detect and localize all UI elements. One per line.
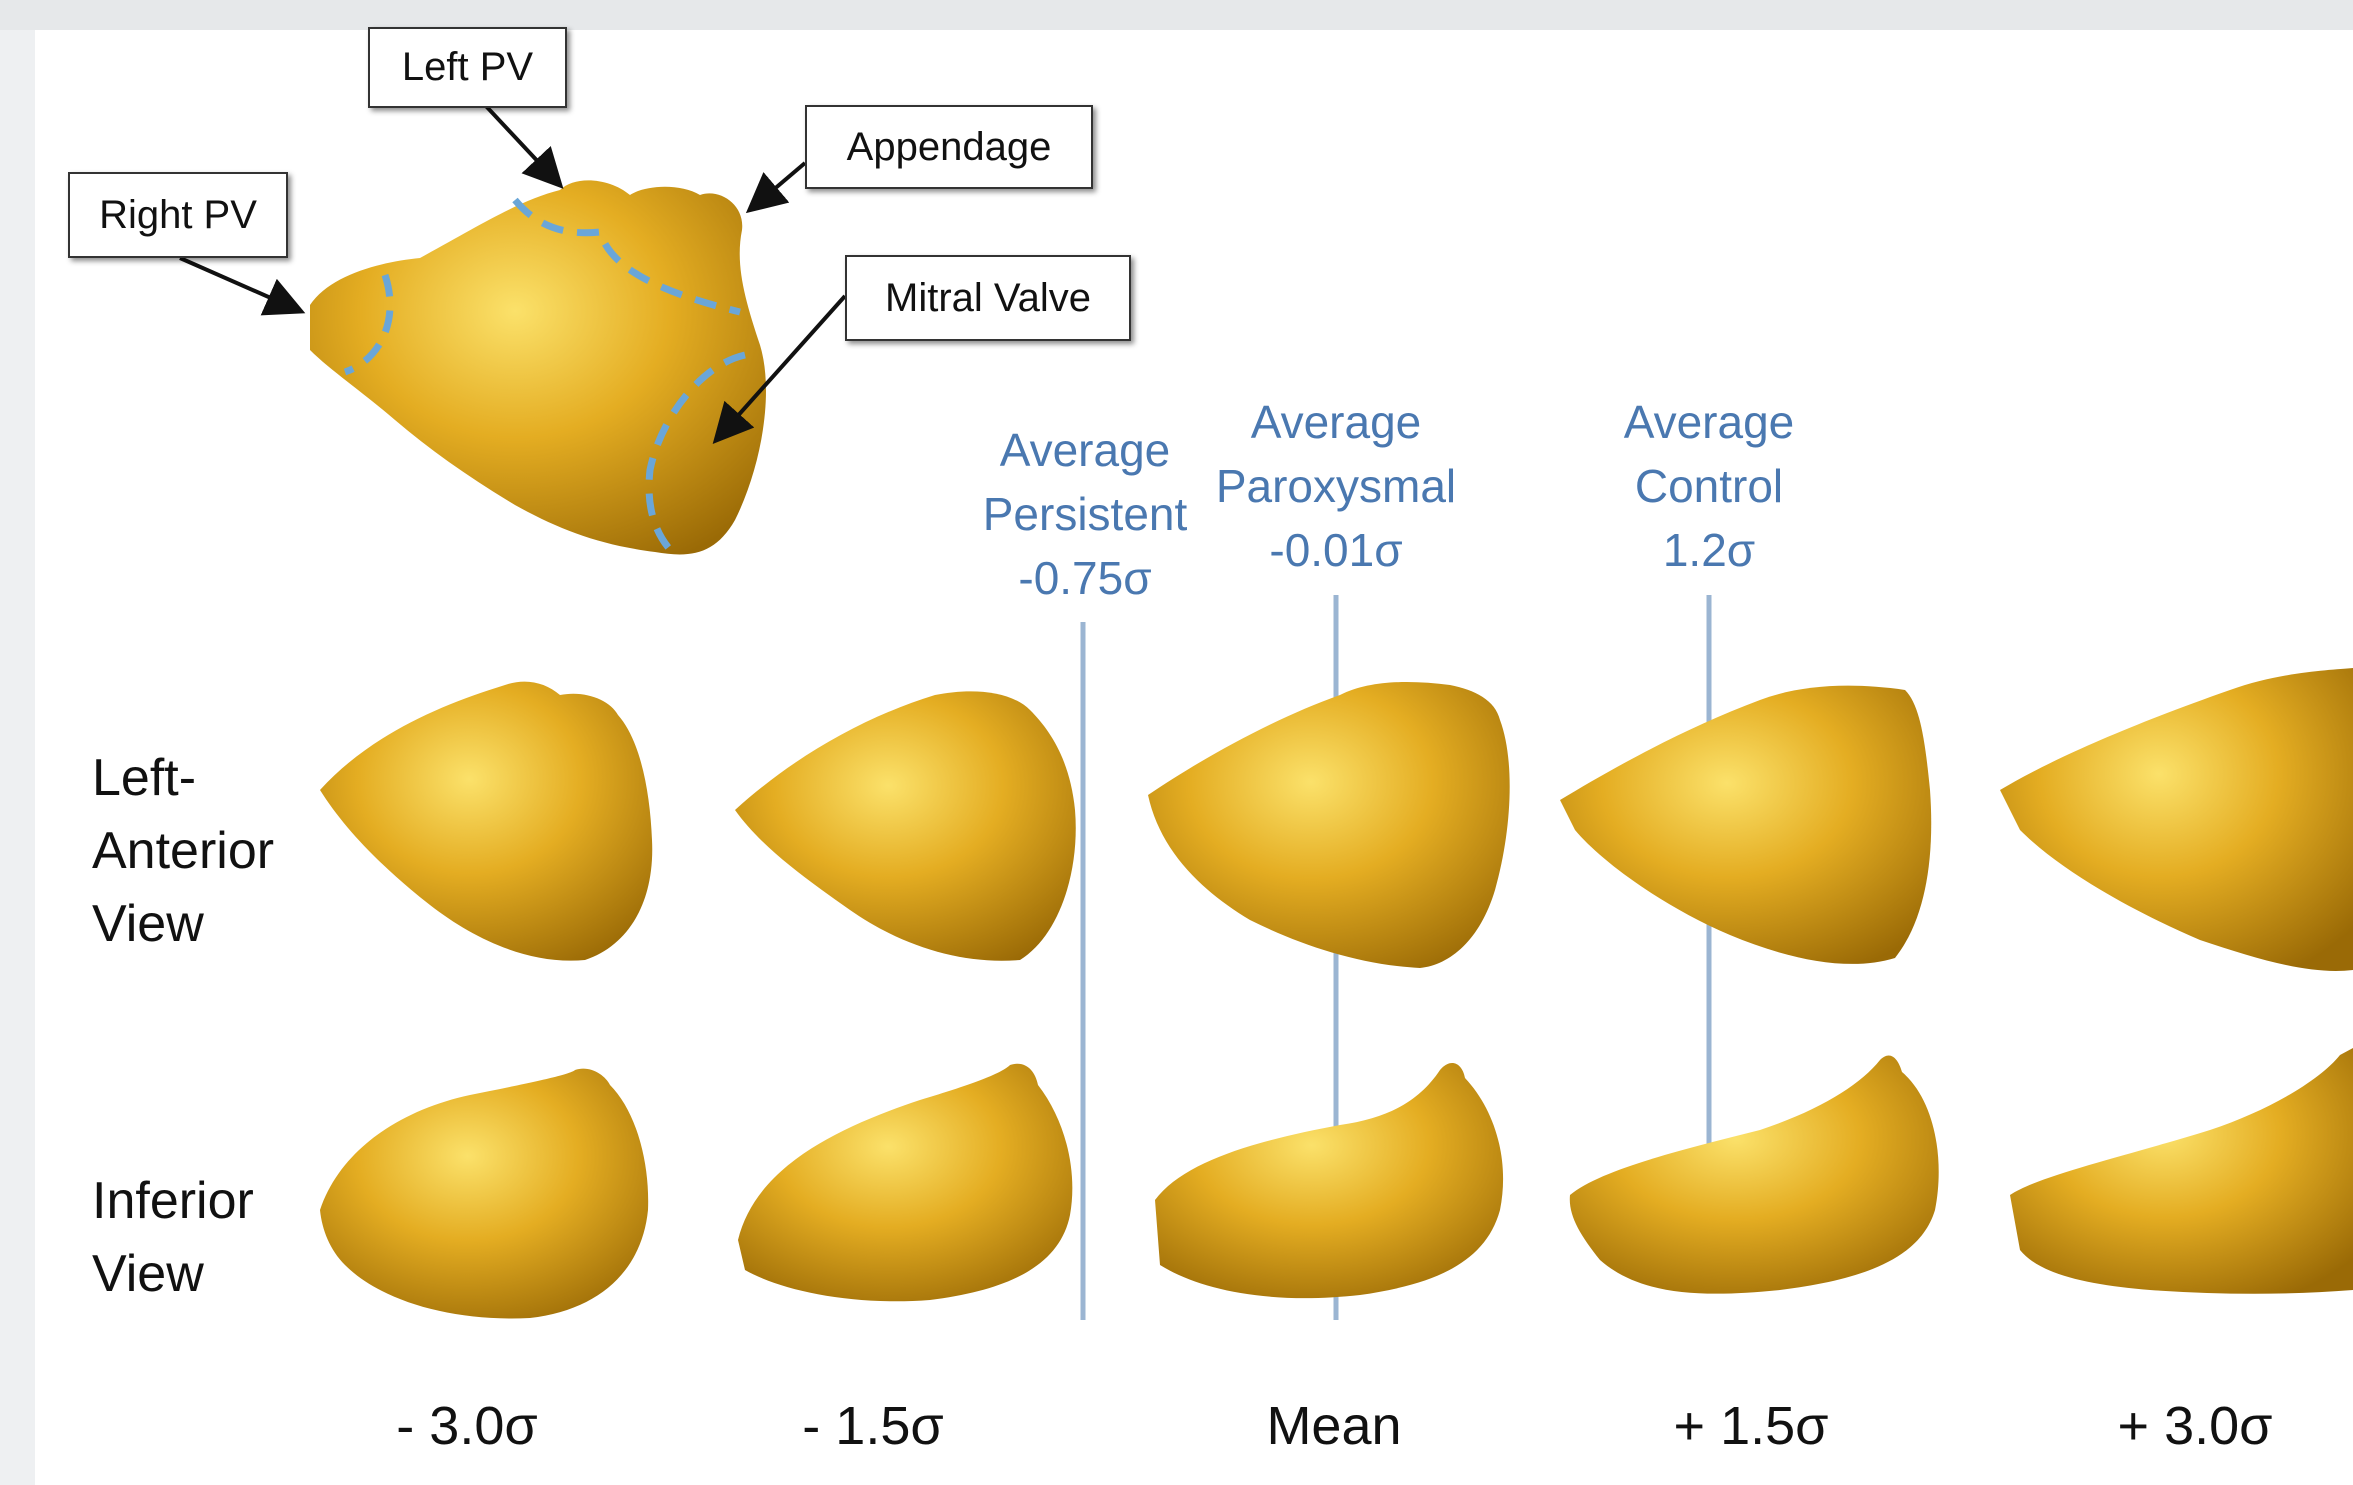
annotation-average-persistent: Average Persistent -0.75σ bbox=[935, 418, 1235, 610]
row-label-line: Left- bbox=[92, 749, 197, 807]
column-label-minus-3: - 3.0σ bbox=[396, 1396, 538, 1456]
annotation-line-1: Average bbox=[1623, 396, 1795, 448]
annotation-value: -0.75σ bbox=[1018, 552, 1152, 604]
row-label-inferior: Inferior View bbox=[92, 1165, 254, 1311]
callout-appendage: Appendage bbox=[805, 105, 1093, 189]
row-label-line: View bbox=[92, 1245, 204, 1303]
top-band bbox=[0, 0, 2353, 30]
annotation-line-2: Control bbox=[1634, 460, 1784, 512]
annotation-value: 1.2σ bbox=[1662, 524, 1756, 576]
row-label-left-anterior: Left- Anterior View bbox=[92, 742, 274, 961]
column-label-minus-1-5: - 1.5σ bbox=[802, 1396, 944, 1456]
annotation-value: -0.01σ bbox=[1269, 524, 1403, 576]
column-label-plus-3: + 3.0σ bbox=[2117, 1396, 2273, 1456]
annotation-line-2: Paroxysmal bbox=[1215, 460, 1457, 512]
annotation-average-control: Average Control 1.2σ bbox=[1559, 390, 1859, 582]
annotation-line-1: Average bbox=[999, 424, 1171, 476]
row-label-line: Inferior bbox=[92, 1172, 254, 1230]
row-label-line: Anterior bbox=[92, 822, 275, 880]
annotation-line-2: Persistent bbox=[982, 488, 1188, 540]
callout-left-pv: Left PV bbox=[368, 27, 567, 108]
callout-mitral-valve: Mitral Valve bbox=[845, 255, 1131, 341]
column-label-plus-1-5: + 1.5σ bbox=[1673, 1396, 1829, 1456]
hero-atrium bbox=[310, 180, 766, 558]
inferior-shapes bbox=[320, 1048, 2353, 1319]
left-anterior-shapes bbox=[320, 668, 2353, 971]
annotation-average-paroxysmal: Average Paroxysmal -0.01σ bbox=[1186, 390, 1486, 582]
callout-right-pv: Right PV bbox=[68, 172, 288, 258]
row-label-line: View bbox=[92, 895, 204, 953]
column-label-mean: Mean bbox=[1266, 1396, 1402, 1456]
callout-arrows bbox=[179, 103, 847, 444]
annotation-line-1: Average bbox=[1250, 396, 1422, 448]
